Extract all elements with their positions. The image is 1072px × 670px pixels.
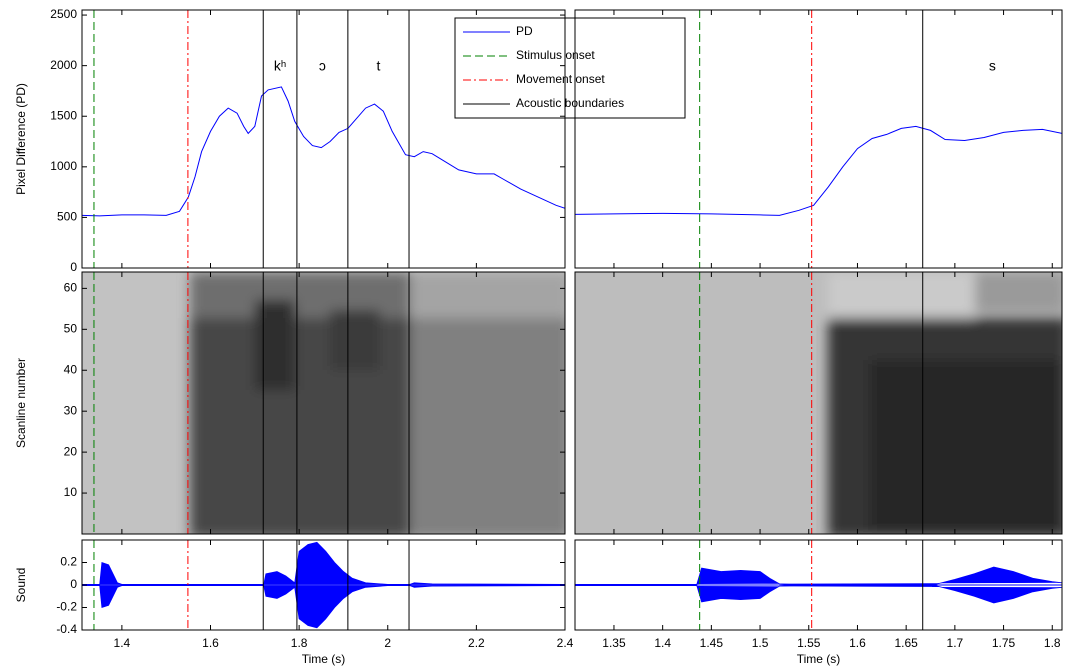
- panel-frame: [81, 9, 566, 269]
- y-tick-label: -0.4: [56, 622, 77, 636]
- panel-frame: [81, 539, 566, 631]
- legend-label: Stimulus onset: [516, 48, 595, 62]
- y-tick-label: 0: [70, 577, 77, 591]
- ultrasound-image-left: [82, 272, 565, 534]
- y-axis-label: Sound: [14, 568, 28, 603]
- pd-line: [575, 125, 1062, 216]
- sound-envelope: [82, 585, 565, 629]
- x-axis-label: Time (s): [302, 652, 346, 666]
- pd-line: [82, 86, 565, 217]
- panel-frame: [574, 9, 1063, 269]
- x-tick-label: 1.55: [797, 636, 821, 650]
- ultrasound-image-right: [575, 272, 1062, 534]
- y-tick-label: 30: [64, 403, 78, 417]
- y-tick-label: 50: [64, 321, 78, 335]
- x-tick-label: 1.4: [654, 636, 671, 650]
- x-axis-label: Time (s): [797, 652, 841, 666]
- x-tick-label: 1.5: [752, 636, 769, 650]
- y-tick-label: 2000: [50, 58, 77, 72]
- y-tick-label: 10: [64, 485, 78, 499]
- y-tick-label: 500: [57, 210, 77, 224]
- y-tick-label: 60: [64, 281, 78, 295]
- x-tick-label: 1.35: [602, 636, 626, 650]
- y-axis-label: Scanline number: [14, 358, 28, 448]
- sound-envelope: [575, 585, 1062, 604]
- chart-0: [82, 10, 565, 630]
- y-tick-label: 0.2: [60, 555, 77, 569]
- segment-label: t: [377, 58, 381, 74]
- sound-envelope: [575, 566, 1062, 585]
- segment-label: ɔ: [319, 58, 326, 74]
- x-tick-label: 1.75: [992, 636, 1016, 650]
- segment-label: kʰ: [274, 58, 286, 74]
- y-tick-label: 1000: [50, 159, 77, 173]
- y-tick-label: 0: [70, 260, 77, 274]
- legend-label: Acoustic boundaries: [516, 96, 624, 110]
- legend-label: Movement onset: [516, 72, 605, 86]
- x-tick-label: 2: [384, 636, 391, 650]
- x-tick-label: 1.6: [849, 636, 866, 650]
- segment-label: s: [989, 58, 996, 74]
- x-tick-label: 1.4: [114, 636, 131, 650]
- y-axis-label: Pixel Difference (PD): [14, 83, 28, 195]
- y-tick-label: -0.2: [56, 600, 77, 614]
- chart-1: [575, 10, 1062, 630]
- x-tick-label: 1.7: [947, 636, 964, 650]
- sound-envelope: [82, 541, 565, 585]
- y-tick-label: 2500: [50, 7, 77, 21]
- x-tick-label: 2.2: [468, 636, 485, 650]
- panel-frame: [574, 271, 1063, 535]
- legend-box: [454, 17, 686, 119]
- x-tick-label: 2.4: [557, 636, 574, 650]
- x-tick-label: 1.6: [202, 636, 219, 650]
- y-tick-label: 20: [64, 444, 78, 458]
- y-tick-label: 1500: [50, 108, 77, 122]
- x-tick-label: 1.8: [291, 636, 308, 650]
- x-tick-label: 1.8: [1044, 636, 1061, 650]
- x-tick-label: 1.65: [894, 636, 918, 650]
- legend-label: PD: [516, 24, 533, 38]
- y-tick-label: 40: [64, 362, 78, 376]
- panel-frame: [574, 539, 1063, 631]
- x-tick-label: 1.45: [700, 636, 724, 650]
- panel-frame: [81, 271, 566, 535]
